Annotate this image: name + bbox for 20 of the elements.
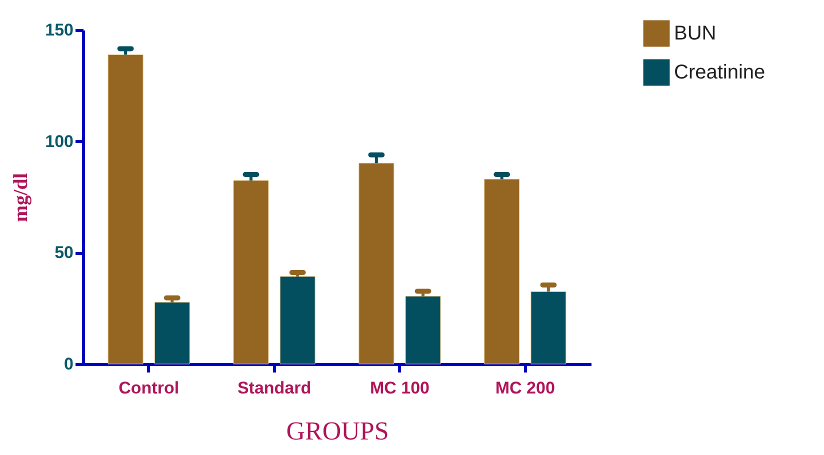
x-tick-label: MC 100 [370, 378, 430, 398]
x-axis-title: GROUPS [286, 416, 389, 446]
x-tick-label: Control [118, 378, 180, 398]
y-tick-label: 150 [45, 20, 74, 40]
bar [280, 276, 316, 364]
bar [530, 291, 566, 364]
y-tick-label: 0 [64, 354, 74, 374]
bar [484, 178, 520, 364]
bar [233, 180, 269, 364]
y-tick-label: 50 [54, 243, 74, 262]
legend-label: Creatinine [674, 62, 766, 84]
bar [405, 296, 441, 364]
bar [358, 162, 394, 364]
x-tick-label: Standard [237, 378, 312, 398]
y-axis-title: mg/dl [10, 172, 32, 222]
y-tick-label: 100 [45, 132, 74, 151]
legend-label: BUN [674, 22, 716, 44]
bar [154, 302, 190, 364]
bar [108, 54, 144, 364]
x-tick-label: MC 200 [495, 378, 555, 398]
